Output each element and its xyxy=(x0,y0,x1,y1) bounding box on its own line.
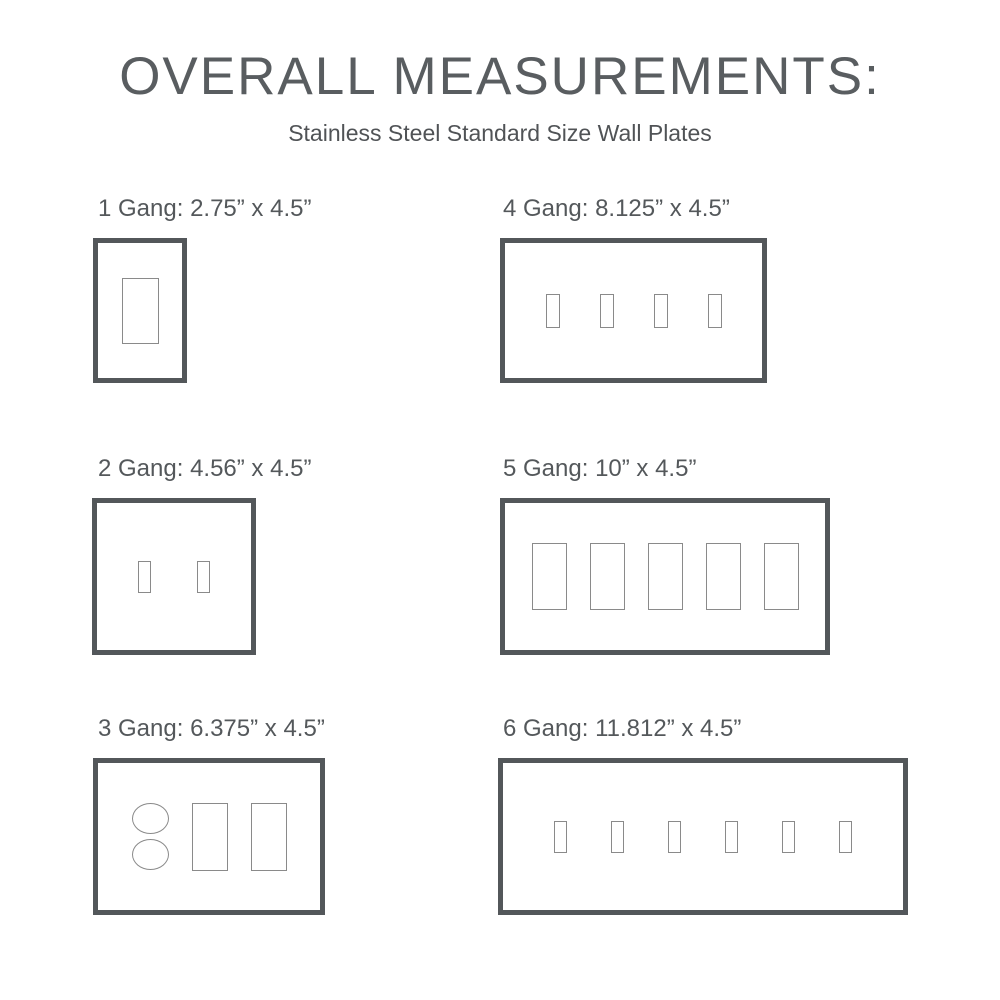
toggle-opening xyxy=(138,560,151,593)
toggle-opening xyxy=(725,820,738,853)
toggle-opening xyxy=(839,820,852,853)
rocker-opening xyxy=(705,543,741,610)
plate-label-6-gang: 6 Gang: 11.812” x 4.5” xyxy=(503,715,742,742)
plate-diagram-2-gang xyxy=(92,498,256,655)
toggle-opening xyxy=(782,820,795,853)
plate-label-4-gang: 4 Gang: 8.125” x 4.5” xyxy=(503,195,730,222)
toggle-opening xyxy=(197,560,210,593)
toggle-opening xyxy=(668,820,681,853)
rocker-opening xyxy=(250,802,287,871)
toggle-opening xyxy=(707,293,722,328)
outlet-hole xyxy=(131,803,169,834)
plate-diagram-4-gang xyxy=(500,238,767,383)
toggle-opening xyxy=(545,293,560,328)
rocker-opening xyxy=(121,277,159,344)
plate-label-2-gang: 2 Gang: 4.56” x 4.5” xyxy=(98,455,312,482)
page-subtitle: Stainless Steel Standard Size Wall Plate… xyxy=(288,120,712,146)
rocker-opening xyxy=(531,543,567,610)
plate-diagram-6-gang xyxy=(498,758,908,915)
plate-label-3-gang: 3 Gang: 6.375” x 4.5” xyxy=(98,715,325,742)
toggle-opening xyxy=(611,820,624,853)
toggle-opening xyxy=(653,293,668,328)
page-title: OVERALL MEASUREMENTS: xyxy=(119,47,881,106)
plate-diagram-5-gang xyxy=(500,498,830,655)
rocker-opening xyxy=(589,543,625,610)
plate-diagram-3-gang xyxy=(93,758,325,915)
plate-label-5-gang: 5 Gang: 10” x 4.5” xyxy=(503,455,697,482)
plate-diagram-1-gang xyxy=(93,238,187,383)
outlet-hole xyxy=(131,839,169,870)
plate-label-1-gang: 1 Gang: 2.75” x 4.5” xyxy=(98,195,312,222)
rocker-opening xyxy=(191,802,228,871)
rocker-opening xyxy=(647,543,683,610)
duplex-outlet-opening xyxy=(131,803,169,870)
toggle-opening xyxy=(554,820,567,853)
toggle-opening xyxy=(599,293,614,328)
rocker-opening xyxy=(763,543,799,610)
